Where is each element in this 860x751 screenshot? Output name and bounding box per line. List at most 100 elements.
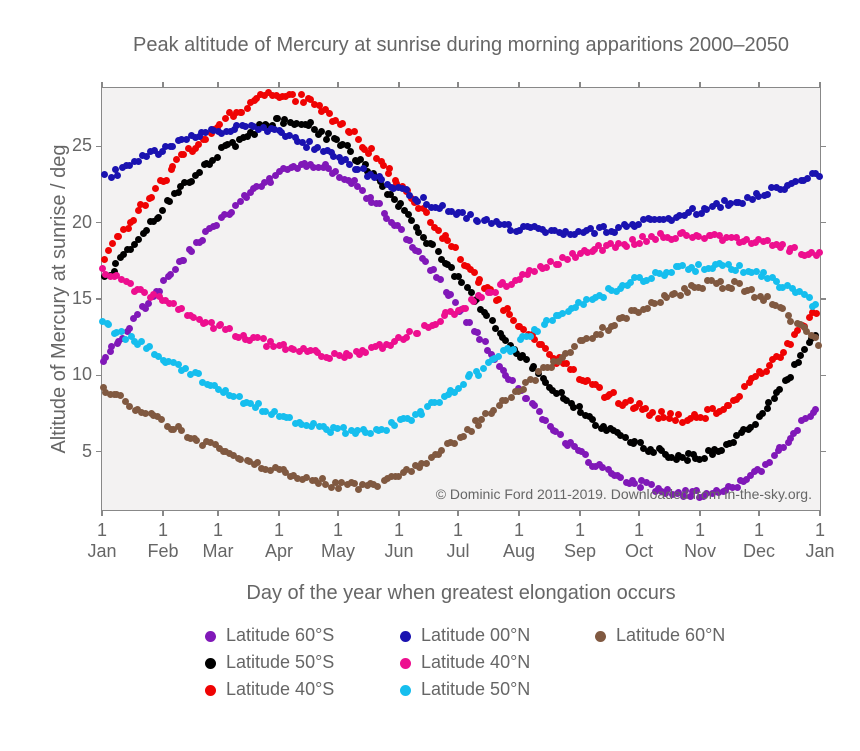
- data-point: [644, 305, 651, 312]
- data-point: [109, 240, 116, 247]
- legend-item: Latitude 60°N: [595, 625, 725, 646]
- data-point: [520, 386, 527, 393]
- data-point: [439, 202, 446, 209]
- legend-marker-icon: [205, 685, 216, 696]
- y-tick: [820, 222, 826, 223]
- data-point: [471, 269, 478, 276]
- data-point: [764, 405, 771, 412]
- x-tick-label: 1Sep: [556, 520, 604, 561]
- legend-marker-icon: [400, 658, 411, 669]
- data-point: [326, 110, 333, 117]
- legend-marker-icon: [400, 685, 411, 696]
- data-point: [806, 294, 813, 301]
- x-tick-label: 1Dec: [735, 520, 783, 561]
- data-point: [776, 386, 783, 393]
- data-point: [717, 278, 724, 285]
- data-point: [692, 268, 699, 275]
- data-point: [188, 248, 195, 255]
- data-point: [152, 185, 159, 192]
- x-tick: [278, 82, 279, 88]
- data-point: [420, 194, 427, 201]
- data-point: [476, 276, 483, 283]
- x-tick-label: 1Oct: [615, 520, 663, 561]
- data-point: [135, 207, 142, 214]
- data-point: [267, 179, 274, 186]
- data-point: [795, 359, 802, 366]
- data-point: [492, 289, 499, 296]
- data-point: [125, 225, 132, 232]
- data-point: [376, 200, 383, 207]
- data-point: [435, 248, 442, 255]
- data-point: [623, 243, 630, 250]
- data-point: [675, 411, 682, 418]
- legend-label: Latitude 40°N: [421, 652, 530, 672]
- y-tick: [96, 146, 102, 147]
- data-point: [571, 343, 578, 350]
- data-point: [430, 266, 437, 273]
- data-point: [813, 310, 820, 317]
- data-point: [780, 349, 787, 356]
- y-tick: [820, 451, 826, 452]
- y-axis-label: Altitude of Mercury at sunrise / deg: [48, 128, 71, 470]
- data-point: [414, 330, 421, 337]
- data-point: [135, 158, 142, 165]
- data-point: [134, 311, 141, 318]
- data-point: [236, 393, 243, 400]
- x-tick: [278, 510, 279, 516]
- x-tick: [819, 510, 820, 516]
- x-axis-top-line: [102, 87, 820, 88]
- data-point: [534, 328, 541, 335]
- data-point: [307, 119, 314, 126]
- data-point: [180, 151, 187, 158]
- legend-label: Latitude 50°N: [421, 679, 530, 699]
- x-tick: [337, 510, 338, 516]
- x-tick: [101, 82, 102, 88]
- legend-item: Latitude 50°S: [205, 652, 334, 673]
- x-tick: [217, 510, 218, 516]
- data-point: [172, 266, 179, 273]
- data-point: [636, 240, 643, 247]
- x-tick: [579, 510, 580, 516]
- y-tick: [96, 375, 102, 376]
- data-point: [600, 294, 607, 301]
- legend-label: Latitude 40°S: [226, 679, 334, 699]
- data-point: [422, 258, 429, 265]
- data-point: [596, 384, 603, 391]
- legend-marker-icon: [205, 631, 216, 642]
- y-tick: [820, 375, 826, 376]
- legend-marker-icon: [205, 658, 216, 669]
- x-tick-label: 1Apr: [255, 520, 303, 561]
- data-point: [771, 395, 778, 402]
- x-tick: [699, 82, 700, 88]
- legend-label: Latitude 00°N: [421, 625, 530, 645]
- x-tick: [819, 82, 820, 88]
- data-point: [668, 269, 675, 276]
- data-point: [148, 194, 155, 201]
- legend-label: Latitude 60°S: [226, 625, 334, 645]
- legend-item: Latitude 40°S: [205, 679, 334, 700]
- data-point: [527, 333, 534, 340]
- x-tick: [699, 510, 700, 516]
- data-point: [351, 128, 358, 135]
- x-tick: [398, 82, 399, 88]
- data-point: [146, 343, 153, 350]
- x-tick-label: 1Jan: [796, 520, 844, 561]
- data-point: [398, 226, 405, 233]
- figure: { "layout": { "width_px": 860, "height_p…: [0, 0, 860, 751]
- y-tick: [96, 451, 102, 452]
- x-tick: [758, 510, 759, 516]
- x-tick-label: 1Jan: [78, 520, 126, 561]
- x-tick-label: 1Jul: [434, 520, 482, 561]
- data-point: [474, 329, 481, 336]
- data-point: [260, 335, 267, 342]
- data-point: [766, 459, 773, 466]
- legend-item: Latitude 50°N: [400, 679, 530, 700]
- legend-item: Latitude 60°S: [205, 625, 334, 646]
- data-point: [115, 233, 122, 240]
- x-tick: [579, 82, 580, 88]
- data-point: [114, 172, 121, 179]
- data-point: [677, 292, 684, 299]
- x-tick-label: 1Jun: [375, 520, 423, 561]
- data-point: [438, 447, 445, 454]
- data-point: [415, 248, 422, 255]
